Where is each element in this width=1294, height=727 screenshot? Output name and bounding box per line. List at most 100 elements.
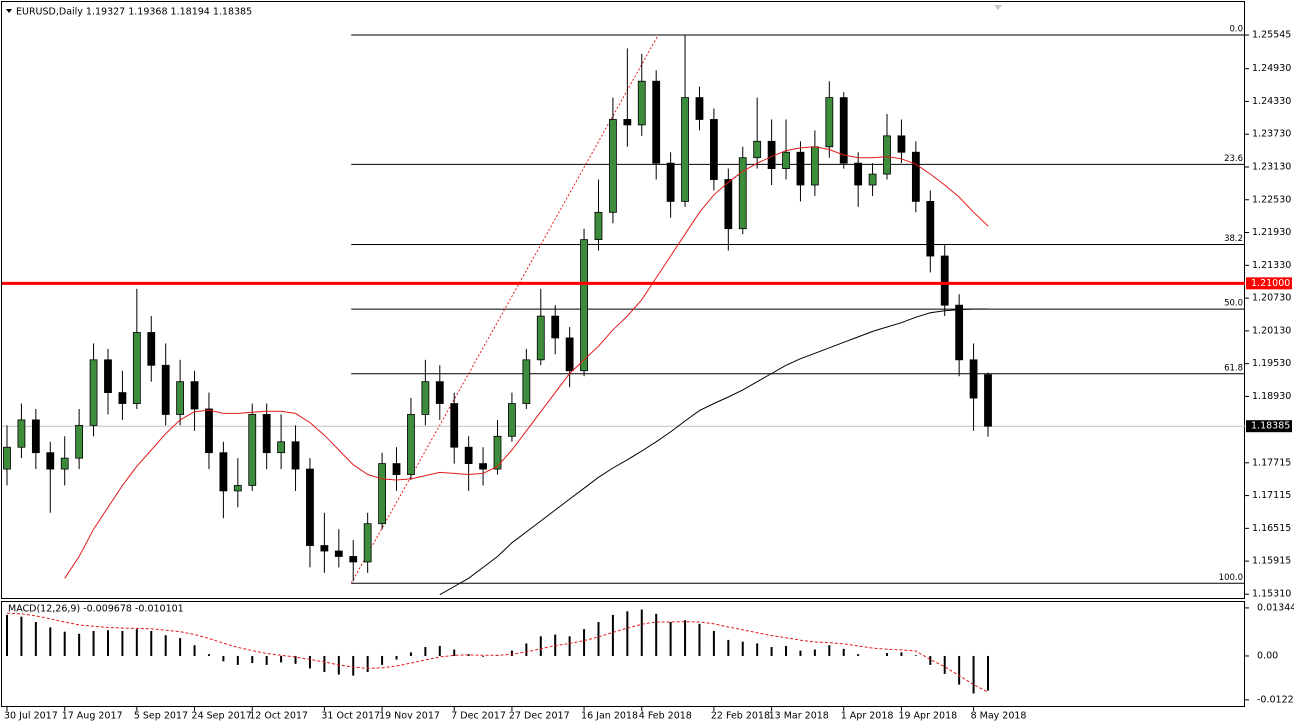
y-tick-label: 1.22530 — [1252, 194, 1291, 205]
candle-body — [219, 452, 228, 492]
candle-body — [854, 162, 863, 186]
candle-body — [580, 239, 588, 372]
candle-body — [291, 441, 300, 470]
candle-body — [464, 446, 473, 465]
fib-label: 61.8 — [1224, 363, 1243, 373]
candle-body — [334, 550, 343, 557]
x-tick-label: 17 Aug 2017 — [62, 711, 123, 722]
x-tick-label: 16 Jan 2018 — [581, 711, 638, 722]
y-tick-label: 1.15310 — [1252, 589, 1291, 600]
candle-body — [320, 545, 329, 552]
moving-average — [64, 146, 989, 579]
macd-panel — [1, 601, 1245, 707]
candle-body — [262, 414, 271, 454]
candle-body — [104, 359, 112, 393]
x-tick-label: 19 Apr 2018 — [898, 711, 957, 722]
y-tick-label: 1.24330 — [1252, 96, 1291, 107]
y-tick-label: 1.24930 — [1252, 63, 1291, 74]
candle-body — [839, 97, 848, 164]
candle-body — [753, 140, 762, 159]
candle-body — [3, 446, 11, 470]
y-tick-label: 1.20130 — [1252, 325, 1291, 336]
candle-body — [782, 151, 790, 170]
macd-title: MACD(12,26,9) -0.009678 -0.010101 — [8, 604, 184, 615]
candle-body — [536, 315, 545, 361]
candle-body — [897, 135, 906, 153]
candle-body — [493, 435, 502, 470]
candle-body — [666, 162, 675, 202]
candle-body — [623, 119, 632, 126]
candle-body — [248, 414, 257, 486]
y-tick-label: 1.25545 — [1252, 30, 1291, 41]
y-tick-label: 0.00 — [1257, 650, 1278, 661]
candle-body — [508, 403, 516, 437]
candle-body — [392, 463, 401, 475]
candle-body — [609, 119, 617, 213]
candle-body — [118, 392, 127, 404]
x-tick-label: 4 Feb 2018 — [639, 711, 692, 722]
x-tick-label: 1 Apr 2018 — [841, 711, 894, 722]
x-tick-label: 27 Dec 2017 — [509, 711, 570, 722]
x-tick-label: 12 Oct 2017 — [249, 711, 308, 722]
candle-body — [450, 403, 459, 448]
candle-body — [161, 364, 170, 415]
candle-body — [89, 359, 98, 426]
fib-label: 100.0 — [1219, 573, 1243, 583]
candle-body — [233, 485, 242, 492]
candle-body — [147, 332, 156, 366]
fib-label: 23.6 — [1224, 154, 1243, 164]
scroll-marker — [994, 5, 1002, 10]
y-tick-label: 1.23130 — [1252, 161, 1291, 172]
macd-signal — [6, 612, 989, 693]
last-price-badge — [1246, 420, 1292, 433]
y-tick-label: -0.01227 — [1257, 694, 1294, 705]
candle-body — [277, 441, 286, 454]
candle-body — [724, 179, 733, 230]
candle-body — [132, 332, 141, 404]
candle-body — [652, 80, 661, 164]
candle-body — [955, 304, 964, 361]
candle-body — [75, 424, 84, 459]
x-tick-label: 24 Sep 2017 — [192, 711, 252, 722]
candle-body — [522, 359, 531, 404]
menu-arrow[interactable] — [6, 9, 12, 13]
candle-body — [883, 135, 891, 175]
y-tick-label: 1.21930 — [1252, 227, 1291, 238]
chart-title: EURUSD,Daily 1.19327 1.19368 1.18194 1.1… — [16, 7, 252, 18]
fib-trendline — [350, 34, 659, 584]
candle-body — [363, 523, 372, 563]
x-tick-label: 5 Sep 2017 — [134, 711, 188, 722]
candle-body — [60, 457, 69, 470]
candle-body — [767, 140, 776, 170]
candle-body — [205, 408, 213, 454]
candle-body — [306, 468, 314, 546]
candle-body — [681, 97, 689, 202]
candle-body — [695, 97, 704, 120]
x-tick-label: 19 Nov 2017 — [379, 711, 440, 722]
candle-body — [46, 452, 55, 470]
y-tick-label: 1.15915 — [1252, 556, 1291, 567]
candle-body — [911, 151, 920, 202]
candle-body — [738, 157, 747, 230]
y-tick-label: 1.16515 — [1252, 523, 1291, 534]
candle-body — [810, 146, 819, 186]
candle-body — [926, 200, 935, 257]
y-tick-label: 1.17715 — [1252, 457, 1291, 468]
candle-body — [435, 381, 444, 404]
candle-body — [868, 173, 877, 186]
x-tick-label: 13 Mar 2018 — [769, 711, 829, 722]
moving-average — [439, 308, 988, 596]
candle-body — [940, 255, 949, 306]
candle-body — [17, 419, 26, 448]
fib-label: 38.2 — [1224, 234, 1243, 244]
candle-body — [176, 381, 185, 415]
candle-body — [984, 374, 992, 427]
x-tick-label: 22 Feb 2018 — [711, 711, 770, 722]
candle-body — [378, 463, 386, 525]
candle-body — [825, 97, 834, 148]
level-label: 1.21000 — [1251, 278, 1290, 289]
x-tick-label: 8 May 2018 — [971, 711, 1027, 722]
candle-body — [594, 211, 603, 241]
y-tick-label: 1.19530 — [1252, 358, 1291, 369]
